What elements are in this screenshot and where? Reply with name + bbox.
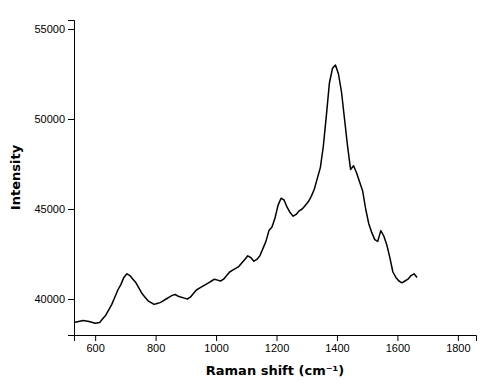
y-axis-tick-label: 40000 <box>34 293 65 305</box>
x-axis-tick-label: 1400 <box>325 342 349 354</box>
x-axis-tick-label: 800 <box>147 342 165 354</box>
x-axis-tick-mark <box>277 335 278 341</box>
y-axis-tick-label: 50000 <box>34 113 65 125</box>
y-axis-title: Intensity <box>8 144 23 210</box>
x-axis-tick: 600 <box>86 335 104 354</box>
y-axis-tick: 40000 <box>34 293 74 305</box>
x-axis-tick: 1600 <box>386 335 410 354</box>
x-axis-tick-mark <box>337 335 338 341</box>
y-axis-tick-label: 55000 <box>34 23 65 35</box>
series-group <box>74 65 417 323</box>
x-axis-tick-mark <box>95 335 96 341</box>
x-axis-tick-label: 1000 <box>204 342 228 354</box>
x-axis-tick: 1200 <box>265 335 289 354</box>
x-axis-tick-label: 600 <box>86 342 104 354</box>
x-axis-tick-mark <box>216 335 217 341</box>
x-axis-tick-label: 1800 <box>446 342 470 354</box>
x-axis-tick-mark <box>397 335 398 341</box>
x-axis-tick-mark <box>156 335 157 341</box>
y-axis: 40000 45000 50000 55000 <box>34 21 74 336</box>
data-line <box>74 65 417 323</box>
x-axis-tick-label: 1200 <box>265 342 289 354</box>
chart-svg: 600 800 1000 1200 1400 1600 1800 40000 45000 5000… <box>0 0 500 387</box>
plot-area: 600 800 1000 1200 1400 1600 1800 40000 45000 5000… <box>34 21 476 354</box>
y-axis-tick-mark <box>68 119 74 120</box>
y-axis-tick-mark <box>68 299 74 300</box>
x-axis-tick: 1800 <box>446 335 470 354</box>
x-axis-line <box>75 336 477 342</box>
x-axis: 600 800 1000 1200 1400 1600 1800 <box>75 335 477 354</box>
chart-container: 600 800 1000 1200 1400 1600 1800 40000 45000 5000… <box>0 0 500 387</box>
y-axis-tick: 45000 <box>34 203 74 215</box>
y-axis-tick-label: 45000 <box>34 203 65 215</box>
x-axis-tick-mark <box>458 335 459 341</box>
x-axis-title: Raman shift (cm⁻¹) <box>206 363 344 378</box>
x-axis-tick: 1400 <box>325 335 349 354</box>
x-axis-tick-label: 1600 <box>386 342 410 354</box>
y-axis-tick-mark <box>68 29 74 30</box>
x-axis-tick: 1000 <box>204 335 228 354</box>
y-axis-tick: 50000 <box>34 113 74 125</box>
y-axis-line <box>68 21 75 336</box>
x-axis-tick: 800 <box>147 335 165 354</box>
y-axis-tick-mark <box>68 209 74 210</box>
y-axis-tick: 55000 <box>34 23 74 35</box>
